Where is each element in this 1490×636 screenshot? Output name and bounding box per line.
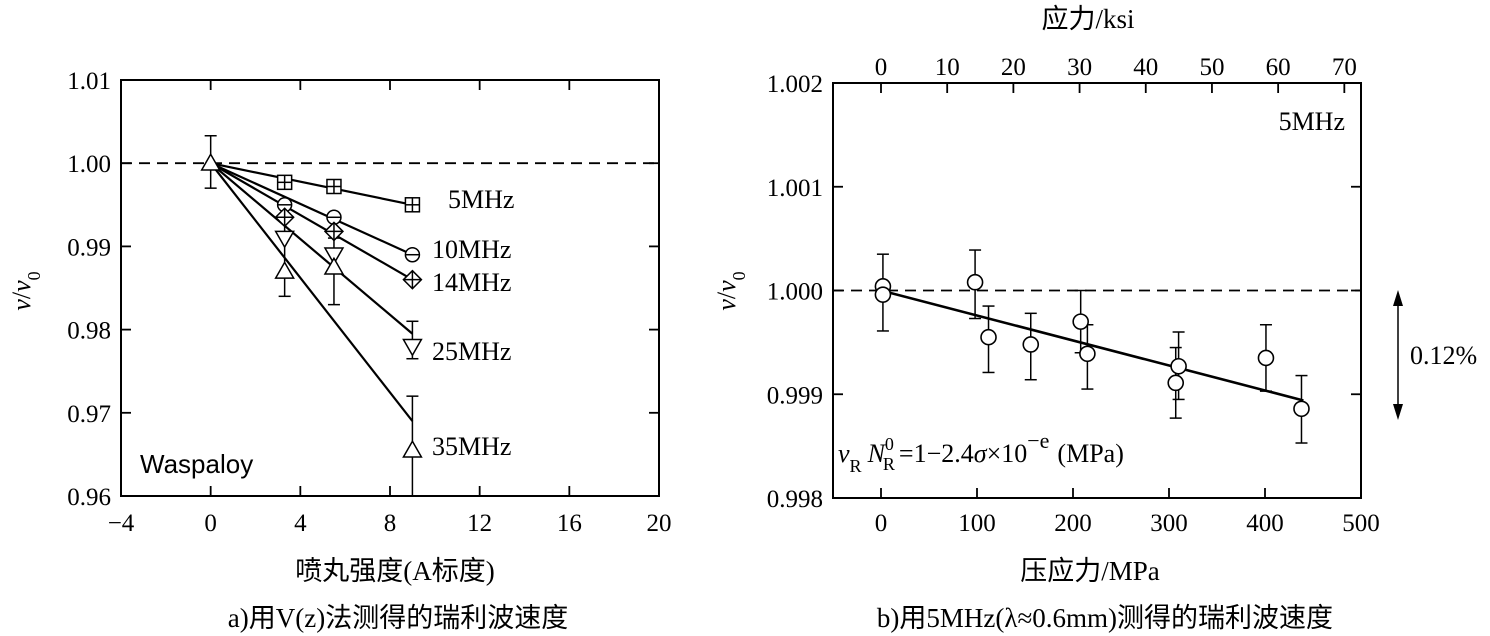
chart-a-point-diamond-plus xyxy=(323,221,345,242)
chart-b-xtick-label: 0 xyxy=(875,510,888,537)
chart-a-series-label: 5MHz xyxy=(448,185,514,214)
chart-b-x2tick-label: 0 xyxy=(875,54,888,81)
chart-a-frame xyxy=(120,79,660,497)
chart-b-x2tick-label: 50 xyxy=(1199,54,1224,81)
chart-a-series-label: 10MHz xyxy=(432,235,511,264)
chart-a-points xyxy=(200,152,423,458)
chart-a-ytick-label: 0.98 xyxy=(67,318,111,345)
chart-a-xlabel: 喷丸强度(A标度) xyxy=(295,556,494,586)
chart-b-point xyxy=(1293,400,1310,418)
chart-a-series-label: 35MHz xyxy=(432,432,511,461)
chart-b-ytick-label: 0.998 xyxy=(767,486,823,513)
chart-a-point-diamond-plus xyxy=(274,207,295,228)
chart-a-point-triangle-down xyxy=(274,230,295,249)
chart-a-ytick-label: 1.01 xyxy=(67,68,111,95)
chart-a-xtick-label: 20 xyxy=(647,510,672,537)
chart-a-xtick-label: 8 xyxy=(384,510,397,537)
range-annotation: 0.12% xyxy=(1410,341,1477,370)
chart-a-ytick-label: 1.00 xyxy=(67,151,111,178)
chart-a-error-bars xyxy=(204,134,419,496)
chart-a-ylabel: v/v0 xyxy=(7,271,44,310)
chart-a-xtick-label: 12 xyxy=(467,510,492,537)
chart-b-point xyxy=(1257,349,1275,367)
chart-a: −4 0 4 8 12 16 20 0.96 0.97 0.98 0.99 1.00 1.01 5MHz… xyxy=(7,68,672,633)
chart-a-ticks: −4 0 4 8 12 16 20 0.96 0.97 0.98 0.99 1.00 1.01 xyxy=(67,68,671,537)
chart-a-point-square-plus xyxy=(276,174,293,191)
chart-b-xtick-label: 400 xyxy=(1246,510,1284,537)
chart-b-xtick-label: 300 xyxy=(1150,510,1188,537)
chart-a-caption: a)用V(z)法测得的瑞利波速度 xyxy=(228,603,568,633)
chart-b-x2tick-label: 30 xyxy=(1067,54,1092,81)
chart-a-fit-line xyxy=(210,162,413,206)
chart-a-point-triangle-down xyxy=(402,338,423,357)
chart-a-annotation: Waspaloy xyxy=(140,449,253,479)
chart-b: 0 100 200 300 400 500 0 10 20 30 40 50 60 70 0.998 0.99… xyxy=(712,4,1477,633)
chart-a-xtick-label: 16 xyxy=(557,510,582,537)
chart-b-annotation: 5MHz xyxy=(1279,107,1345,136)
chart-b-xtick-label: 500 xyxy=(1342,510,1380,537)
chart-b-x2tick-label: 70 xyxy=(1332,54,1357,81)
chart-b-ytick-label: 0.999 xyxy=(767,382,823,409)
range-arrow xyxy=(1393,290,1403,420)
chart-b-xlabel: 压应力/MPa xyxy=(1020,556,1160,586)
chart-b-point xyxy=(874,286,892,303)
chart-b-ytick-label: 1.002 xyxy=(767,71,823,98)
chart-a-point-triangle-down xyxy=(323,247,345,266)
chart-b-x2tick-label: 60 xyxy=(1266,54,1291,81)
chart-a-ytick-label: 0.96 xyxy=(67,484,111,511)
chart-b-x2tick-label: 20 xyxy=(1001,54,1026,81)
chart-a-series-labels: 5MHz 10MHz 14MHz 25MHz 35MHz xyxy=(432,185,514,461)
chart-a-fit-line xyxy=(210,162,413,281)
chart-b-formula: vR N0 R =1−2.4σ×10−e (MPa) xyxy=(838,428,1124,476)
chart-b-fit-line-group xyxy=(880,289,1304,402)
chart-a-point-circle-minus xyxy=(404,246,421,263)
chart-b-x2label: 应力/ksi xyxy=(1041,4,1134,34)
chart-a-ytick-label: 0.97 xyxy=(67,401,111,428)
chart-b-point xyxy=(1079,345,1096,363)
chart-b-xtick-label: 100 xyxy=(958,510,996,537)
chart-a-xtick-label: 4 xyxy=(294,510,307,537)
chart-a-series-label: 25MHz xyxy=(432,337,511,366)
chart-a-point-triangle-up xyxy=(323,256,345,275)
chart-a-point-triangle-up xyxy=(274,260,295,279)
chart-b-fit-line xyxy=(880,289,1304,402)
chart-a-ytick-label: 0.99 xyxy=(67,234,111,261)
chart-b-ytick-label: 1.001 xyxy=(767,175,823,202)
chart-a-point-circle-minus xyxy=(326,209,342,226)
chart-a-fit-line xyxy=(209,162,414,335)
chart-a-xtick-label: −4 xyxy=(108,510,135,537)
chart-a-fit-line xyxy=(209,162,414,422)
chart-a-point-square-plus xyxy=(404,197,421,213)
chart-b-point xyxy=(1170,357,1187,375)
chart-b-x2tick-label: 40 xyxy=(1133,54,1158,81)
chart-b-point xyxy=(966,273,984,291)
chart-b-ytick-label: 1.000 xyxy=(767,279,823,306)
chart-a-point-square-plus xyxy=(326,178,342,195)
chart-b-x2tick-label: 10 xyxy=(935,54,960,81)
chart-b-ticks: 0 100 200 300 400 500 0 10 20 30 40 50 60 70 0.998 0.99… xyxy=(767,54,1380,537)
chart-b-ylabel: v/v0 xyxy=(712,271,749,310)
chart-a-fit-lines xyxy=(209,162,414,422)
chart-b-point xyxy=(1167,374,1185,392)
chart-b-xtick-label: 200 xyxy=(1054,510,1092,537)
chart-a-ylabel-v: v xyxy=(7,299,36,311)
chart-b-point xyxy=(1022,336,1040,353)
chart-a-series-label: 14MHz xyxy=(432,268,511,297)
chart-a-fit-line xyxy=(210,162,413,256)
chart-a-point-triangle-up xyxy=(200,152,221,171)
chart-b-point xyxy=(980,328,997,346)
chart-b-points xyxy=(874,273,1310,418)
chart-b-caption: b)用5MHz(λ≈0.6mm)测得的瑞利波速度 xyxy=(877,603,1333,633)
chart-b-point xyxy=(1072,313,1089,330)
chart-a-point-diamond-plus xyxy=(402,269,423,290)
chart-a-point-triangle-up xyxy=(402,439,423,458)
chart-a-xtick-label: 0 xyxy=(204,510,217,537)
